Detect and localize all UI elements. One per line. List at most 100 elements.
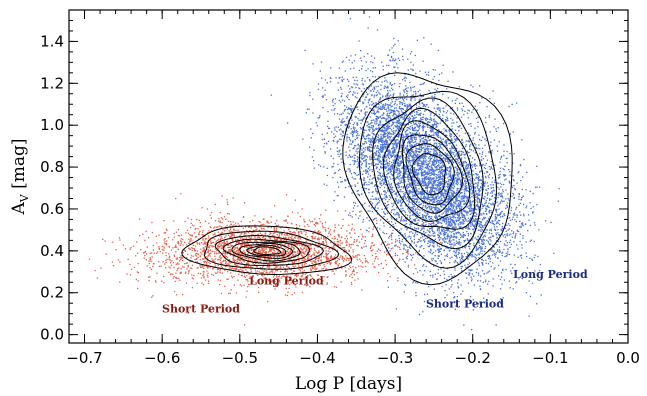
short-period-point [326, 258, 328, 260]
short-period-point [239, 251, 241, 253]
long-period-point [481, 239, 483, 241]
long-period-point [442, 181, 445, 183]
short-period-point [249, 237, 252, 239]
long-period-point [425, 104, 427, 106]
short-period-point [264, 241, 266, 243]
long-period-point [446, 130, 448, 133]
long-period-point [412, 94, 415, 96]
long-period-point [473, 142, 476, 145]
short-period-point [321, 268, 323, 270]
short-period-point [298, 250, 300, 252]
long-period-point [391, 221, 393, 223]
long-period-point [500, 229, 503, 232]
short-period-point [405, 251, 408, 253]
short-period-point [334, 224, 336, 226]
short-period-point [168, 246, 170, 248]
long-period-point [383, 131, 385, 134]
short-period-point [324, 221, 327, 223]
short-period-point [238, 254, 240, 257]
short-period-point [265, 240, 267, 243]
long-period-point [421, 174, 423, 176]
short-period-point [287, 259, 289, 262]
short-period-point [228, 292, 230, 295]
short-period-point [191, 264, 194, 266]
long-period-point [436, 243, 438, 245]
long-period-point [414, 209, 416, 211]
short-period-point [309, 248, 311, 250]
short-period-point [233, 228, 235, 231]
long-period-point [404, 261, 406, 263]
short-period-point [296, 252, 299, 254]
short-period-point [263, 244, 265, 246]
long-period-point [464, 132, 466, 135]
long-period-point [505, 230, 507, 232]
short-period-point [344, 258, 346, 260]
long-period-point [477, 241, 479, 243]
short-period-point [187, 217, 189, 219]
long-period-point [386, 150, 388, 153]
long-period-point [477, 182, 479, 184]
long-period-point [304, 49, 306, 51]
short-period-point [309, 286, 311, 288]
short-period-point [314, 236, 316, 238]
long-period-point [356, 123, 359, 125]
long-period-point [470, 165, 472, 167]
long-period-point [366, 170, 368, 172]
short-period-point [266, 220, 268, 222]
long-period-point [427, 204, 429, 206]
short-period-point [197, 256, 199, 259]
short-period-point [236, 252, 239, 255]
long-period-point [362, 134, 364, 136]
short-period-point [194, 258, 196, 261]
long-period-point [370, 108, 372, 110]
long-period-point [454, 171, 456, 173]
long-period-point [333, 127, 336, 129]
short-period-point [194, 245, 197, 247]
short-period-point [179, 256, 181, 259]
long-period-point [369, 143, 371, 146]
short-period-point [323, 238, 325, 240]
long-period-point [420, 140, 422, 142]
long-period-point [478, 223, 480, 225]
short-period-point [328, 231, 331, 233]
short-period-point [221, 247, 223, 250]
long-period-point [392, 123, 394, 125]
long-period-point [373, 90, 375, 92]
long-period-point [439, 260, 441, 262]
short-period-point [252, 259, 254, 261]
long-period-point [462, 235, 464, 237]
long-period-point [469, 185, 472, 188]
short-period-point [228, 258, 231, 261]
short-period-point [288, 234, 291, 236]
long-period-point [442, 212, 445, 214]
short-period-point [276, 256, 279, 258]
short-period-point [396, 262, 398, 265]
short-period-point [195, 252, 198, 255]
short-period-point [264, 277, 266, 280]
short-period-point [227, 278, 229, 280]
short-period-point [244, 226, 247, 228]
short-period-point [188, 247, 190, 249]
long-period-point [408, 140, 410, 142]
short-period-point [160, 265, 162, 267]
long-period-point [499, 288, 502, 290]
short-period-point [224, 230, 226, 232]
long-period-point [449, 257, 451, 259]
short-period-point [209, 262, 211, 265]
short-period-point [313, 237, 315, 239]
long-period-point [332, 176, 334, 179]
short-period-point [280, 253, 282, 255]
short-period-point [275, 238, 277, 240]
short-period-point [177, 241, 179, 243]
short-period-point [306, 224, 309, 226]
short-period-point [172, 273, 174, 275]
short-period-point [179, 272, 182, 274]
long-period-point [387, 247, 390, 249]
long-period-point [380, 133, 382, 135]
long-period-point [428, 191, 430, 194]
short-period-point [175, 231, 178, 233]
short-period-point [292, 246, 295, 249]
long-period-point [357, 182, 359, 184]
long-period-point [440, 203, 442, 206]
short-period-point [191, 224, 194, 226]
